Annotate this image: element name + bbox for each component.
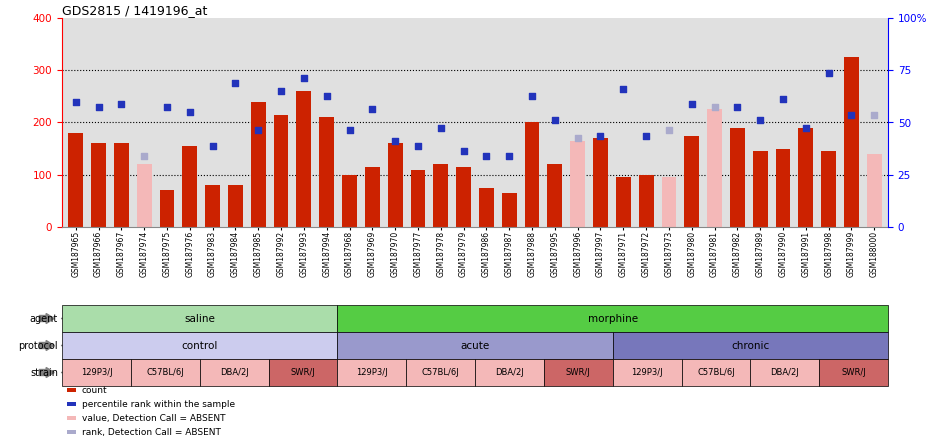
Point: [137, 153, 152, 160]
Point: [867, 111, 882, 118]
Point: [388, 137, 403, 144]
Text: C57BL/6J: C57BL/6J: [146, 368, 184, 377]
Text: C57BL/6J: C57BL/6J: [421, 368, 459, 377]
Bar: [182, 146, 197, 227]
Text: SWR/J: SWR/J: [290, 368, 315, 377]
Point: [113, 101, 128, 108]
Bar: [342, 175, 357, 227]
Text: value, Detection Call = ABSENT: value, Detection Call = ABSENT: [82, 413, 225, 423]
Point: [160, 103, 175, 111]
Bar: [319, 117, 334, 227]
Point: [251, 127, 266, 134]
Bar: [137, 164, 152, 227]
Point: [479, 153, 494, 160]
Bar: [730, 128, 745, 227]
Bar: [525, 123, 539, 227]
Bar: [593, 138, 608, 227]
Point: [182, 108, 197, 115]
Text: chronic: chronic: [731, 341, 769, 350]
Text: control: control: [181, 341, 218, 350]
Point: [68, 98, 83, 105]
Bar: [752, 151, 767, 227]
Text: SWR/J: SWR/J: [565, 368, 591, 377]
Text: DBA/2J: DBA/2J: [770, 368, 799, 377]
Text: count: count: [82, 385, 107, 395]
Bar: [433, 164, 448, 227]
Point: [525, 93, 539, 100]
Text: acute: acute: [460, 341, 489, 350]
Text: 129P3/J: 129P3/J: [356, 368, 388, 377]
Bar: [206, 185, 220, 227]
Bar: [388, 143, 403, 227]
Bar: [113, 143, 128, 227]
Text: morphine: morphine: [588, 313, 638, 324]
Bar: [684, 135, 699, 227]
Point: [799, 124, 814, 131]
Point: [570, 135, 585, 142]
Bar: [502, 193, 517, 227]
Bar: [228, 185, 243, 227]
Point: [365, 106, 379, 113]
Bar: [91, 143, 106, 227]
Text: DBA/2J: DBA/2J: [495, 368, 524, 377]
Text: C57BL/6J: C57BL/6J: [698, 368, 735, 377]
Point: [730, 103, 745, 111]
Text: 129P3/J: 129P3/J: [631, 368, 663, 377]
Bar: [707, 109, 722, 227]
Bar: [844, 57, 859, 227]
Point: [206, 143, 220, 150]
Bar: [821, 151, 836, 227]
Bar: [661, 177, 676, 227]
Text: saline: saline: [184, 313, 215, 324]
Point: [616, 85, 631, 92]
Bar: [457, 167, 471, 227]
Bar: [410, 170, 425, 227]
Text: strain: strain: [30, 368, 58, 377]
Point: [297, 75, 312, 82]
Text: 129P3/J: 129P3/J: [81, 368, 113, 377]
Point: [593, 132, 608, 139]
Text: DBA/2J: DBA/2J: [219, 368, 248, 377]
Bar: [616, 177, 631, 227]
Point: [319, 93, 334, 100]
Text: percentile rank within the sample: percentile rank within the sample: [82, 400, 234, 408]
Point: [821, 69, 836, 76]
Text: SWR/J: SWR/J: [842, 368, 866, 377]
Bar: [273, 115, 288, 227]
Text: rank, Detection Call = ABSENT: rank, Detection Call = ABSENT: [82, 428, 220, 436]
Point: [410, 143, 425, 150]
Text: GDS2815 / 1419196_at: GDS2815 / 1419196_at: [62, 4, 207, 17]
Bar: [160, 190, 175, 227]
Text: agent: agent: [30, 313, 58, 324]
Point: [228, 80, 243, 87]
Point: [752, 116, 767, 123]
Point: [844, 111, 859, 118]
Point: [502, 153, 517, 160]
Point: [776, 95, 790, 103]
Bar: [68, 133, 83, 227]
Point: [433, 124, 448, 131]
Bar: [570, 141, 585, 227]
Point: [548, 116, 563, 123]
Bar: [251, 102, 266, 227]
Point: [273, 87, 288, 95]
Bar: [548, 164, 563, 227]
Bar: [799, 128, 813, 227]
Bar: [639, 175, 654, 227]
Point: [91, 103, 106, 111]
Point: [639, 132, 654, 139]
Bar: [776, 149, 790, 227]
Bar: [297, 91, 312, 227]
Point: [684, 101, 699, 108]
Point: [661, 127, 676, 134]
Point: [342, 127, 357, 134]
Point: [456, 148, 471, 155]
Point: [707, 103, 722, 111]
Bar: [365, 167, 379, 227]
Text: protocol: protocol: [19, 341, 58, 350]
Bar: [867, 154, 882, 227]
Bar: [479, 188, 494, 227]
